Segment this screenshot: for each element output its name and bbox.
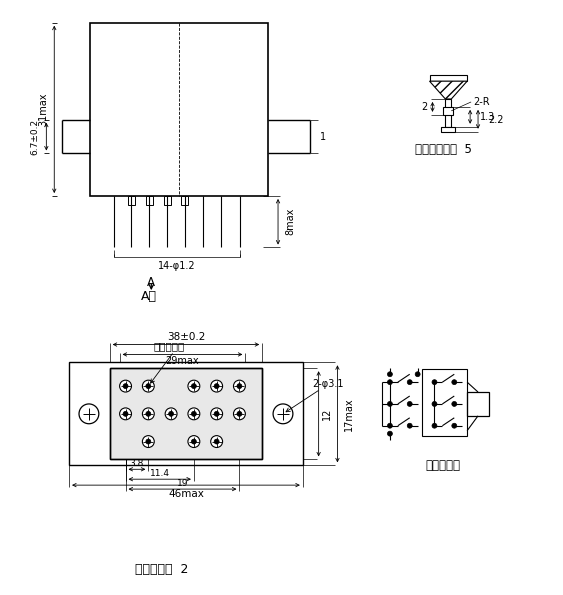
Text: 引出端型式：  5: 引出端型式： 5 [415,143,472,156]
Circle shape [79,404,99,424]
Circle shape [211,380,222,392]
Circle shape [142,380,154,392]
Circle shape [188,436,200,447]
Circle shape [273,404,293,424]
Text: A: A [148,275,155,289]
Text: 2.2: 2.2 [488,115,503,126]
Bar [128,196,135,205]
Circle shape [432,402,437,406]
Text: 1: 1 [320,131,326,142]
Bar [69,362,303,465]
Text: 46max: 46max [168,489,204,499]
Circle shape [142,408,154,420]
Bar [422,369,467,436]
Circle shape [191,439,196,444]
Circle shape [191,384,196,389]
Circle shape [387,380,392,384]
Circle shape [387,402,392,406]
Text: 6.7±0.2: 6.7±0.2 [30,118,39,155]
Circle shape [214,384,219,389]
Bar [110,368,262,459]
Bar [164,196,171,205]
Text: 安装方式：  2: 安装方式： 2 [135,563,188,576]
Bar [441,127,455,131]
Circle shape [387,431,392,436]
Text: 1.3: 1.3 [480,112,495,122]
Circle shape [407,423,412,428]
Text: 2: 2 [422,102,428,112]
Text: 19: 19 [177,478,188,488]
Text: A向: A向 [141,290,157,302]
Circle shape [214,439,219,444]
Circle shape [123,384,128,389]
Text: 29max: 29max [166,356,199,367]
Bar [467,392,489,416]
Circle shape [387,423,392,428]
Circle shape [119,380,132,392]
Circle shape [169,411,173,416]
Circle shape [387,372,392,377]
Circle shape [142,436,154,447]
Circle shape [146,411,151,416]
Text: 底视电路图: 底视电路图 [426,459,461,472]
Text: 38±0.2: 38±0.2 [167,331,205,342]
Circle shape [452,423,457,428]
Bar [430,75,467,81]
Text: 14-φ1.2: 14-φ1.2 [158,261,196,271]
Circle shape [432,423,437,428]
Text: 2-R: 2-R [473,97,490,107]
Text: 17max: 17max [345,397,354,431]
Circle shape [188,408,200,420]
Bar [146,196,153,205]
Circle shape [214,411,219,416]
Bar [110,368,262,459]
Circle shape [234,380,245,392]
Circle shape [432,380,437,384]
Circle shape [452,402,457,406]
Circle shape [119,408,132,420]
Circle shape [123,411,128,416]
Text: 31max: 31max [38,93,48,126]
Circle shape [146,384,151,389]
Circle shape [211,408,222,420]
Text: 2-φ3.1: 2-φ3.1 [312,379,344,389]
Circle shape [191,411,196,416]
Circle shape [211,436,222,447]
Circle shape [234,408,245,420]
Circle shape [407,402,412,406]
Circle shape [237,411,242,416]
Bar [90,23,268,196]
Bar [445,99,452,127]
Text: 8max: 8max [285,208,295,236]
Text: 11.4: 11.4 [150,469,169,478]
Circle shape [146,439,151,444]
Bar [444,107,453,115]
Text: 着色绵缘子: 着色绵缘子 [154,342,185,352]
Bar [181,196,189,205]
Circle shape [237,384,242,389]
Text: 3.8: 3.8 [129,459,144,468]
Polygon shape [430,81,467,99]
Circle shape [165,408,177,420]
Circle shape [452,380,457,384]
Circle shape [407,380,412,384]
Circle shape [415,372,420,377]
Text: 12: 12 [321,408,332,420]
Circle shape [188,380,200,392]
